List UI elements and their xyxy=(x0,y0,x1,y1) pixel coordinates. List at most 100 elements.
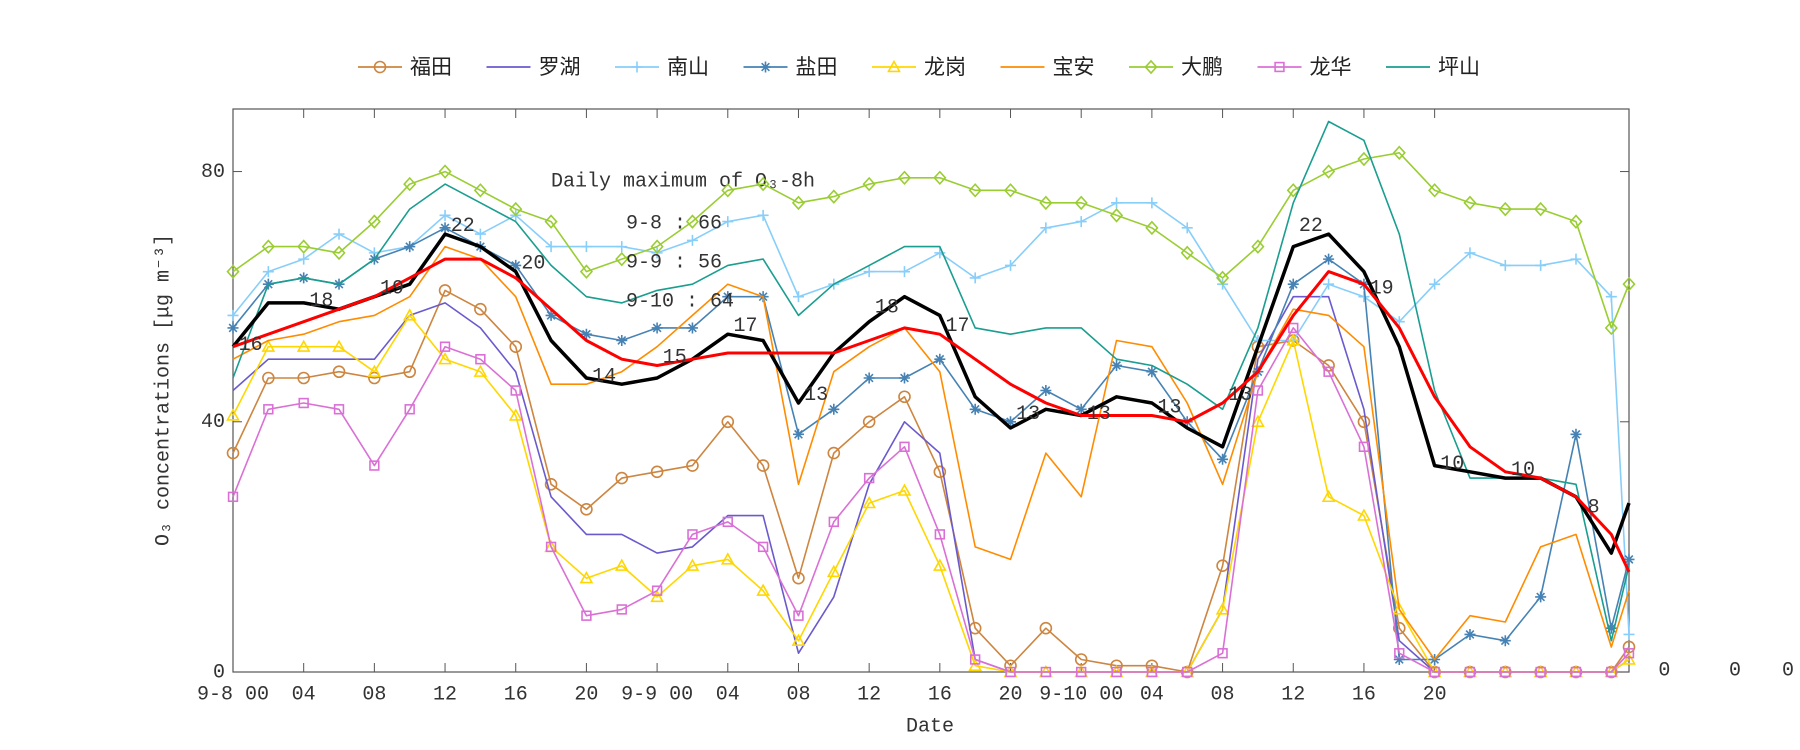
marker xyxy=(932,558,947,571)
marker xyxy=(261,239,275,254)
annotation-label: 8 xyxy=(1588,497,1600,520)
series-line xyxy=(232,227,1630,661)
annotation-label: 18 xyxy=(875,296,899,319)
marker xyxy=(760,61,771,73)
marker xyxy=(298,397,309,409)
marker xyxy=(862,415,876,429)
annotation-line: 9-8 : 66 xyxy=(626,212,722,235)
marker xyxy=(1111,197,1123,209)
marker xyxy=(579,264,593,279)
x-tick-label: 08 xyxy=(786,683,810,706)
legend-item: 龙华 xyxy=(1257,55,1352,79)
marker xyxy=(650,465,664,479)
marker xyxy=(898,390,911,404)
marker xyxy=(862,176,876,192)
marker xyxy=(438,164,452,179)
marker xyxy=(508,408,523,421)
marker xyxy=(1357,415,1371,429)
annotation-label: 17 xyxy=(733,315,757,338)
marker xyxy=(403,176,417,192)
marker xyxy=(1005,259,1017,271)
marker xyxy=(332,245,346,261)
marker xyxy=(615,251,629,267)
y-tick-label: 40 xyxy=(201,411,225,434)
marker xyxy=(580,503,593,516)
legend-item: 坪山 xyxy=(1386,55,1480,79)
marker xyxy=(1323,253,1335,265)
marker xyxy=(332,365,346,379)
marker xyxy=(1393,653,1405,665)
marker xyxy=(1622,652,1636,665)
series-line xyxy=(232,152,1630,329)
marker xyxy=(1146,366,1158,378)
marker xyxy=(1076,666,1087,678)
marker xyxy=(720,552,735,565)
marker xyxy=(828,403,840,415)
marker xyxy=(631,61,643,73)
marker xyxy=(1428,183,1442,198)
annotation-label: 16 xyxy=(239,334,263,357)
marker xyxy=(685,214,700,229)
marker xyxy=(651,322,663,334)
marker xyxy=(1535,591,1547,603)
marker xyxy=(1429,666,1440,678)
marker xyxy=(579,571,594,584)
marker xyxy=(1623,648,1635,659)
marker xyxy=(1323,366,1334,377)
marker xyxy=(1040,385,1052,396)
marker xyxy=(1039,195,1053,211)
annotation-label: 22 xyxy=(1299,215,1323,238)
marker xyxy=(614,558,629,571)
marker xyxy=(933,170,947,186)
marker xyxy=(1464,666,1476,678)
marker xyxy=(439,222,451,234)
marker xyxy=(792,571,805,585)
marker xyxy=(226,408,240,421)
marker xyxy=(475,354,486,365)
marker xyxy=(933,465,947,479)
marker xyxy=(757,209,769,221)
marker xyxy=(756,583,770,596)
marker xyxy=(827,446,841,460)
marker xyxy=(298,253,310,265)
x-tick-label: 9-8 00 xyxy=(197,683,269,706)
marker xyxy=(1146,666,1158,678)
marker xyxy=(1039,621,1053,635)
x-tick-label: 20 xyxy=(574,683,598,706)
marker xyxy=(1005,416,1017,428)
marker xyxy=(296,339,311,352)
marker xyxy=(1394,648,1405,659)
marker xyxy=(616,604,627,615)
marker xyxy=(580,328,592,340)
annotation-label: 13 xyxy=(804,384,828,407)
marker xyxy=(333,404,345,415)
annotation-label: 13 xyxy=(1087,403,1111,426)
marker xyxy=(439,341,451,352)
marker xyxy=(1146,197,1158,209)
marker xyxy=(1274,61,1285,73)
annotation-label: 18 xyxy=(309,290,333,313)
marker xyxy=(474,228,486,240)
marker xyxy=(651,585,663,596)
x-tick-label: 16 xyxy=(504,683,528,706)
x-tick-label: 12 xyxy=(1281,683,1305,706)
marker xyxy=(792,291,804,303)
x-tick-label: 08 xyxy=(362,683,386,706)
marker xyxy=(1606,666,1617,678)
series-line xyxy=(232,295,1630,673)
marker xyxy=(969,272,981,284)
marker xyxy=(297,239,311,254)
marker xyxy=(226,264,240,279)
marker xyxy=(1144,59,1158,75)
x-axis-label: Date xyxy=(906,715,954,738)
marker xyxy=(227,491,239,503)
marker xyxy=(1623,553,1635,565)
marker xyxy=(1500,666,1511,678)
marker xyxy=(650,589,664,603)
legend-item: 龙岗 xyxy=(872,55,966,79)
marker xyxy=(722,516,733,528)
marker xyxy=(827,189,841,204)
marker xyxy=(1286,183,1300,198)
marker xyxy=(1181,222,1193,234)
series-line xyxy=(232,327,1630,673)
